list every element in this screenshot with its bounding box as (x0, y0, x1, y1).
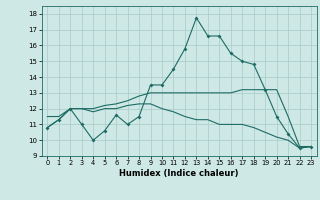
X-axis label: Humidex (Indice chaleur): Humidex (Indice chaleur) (119, 169, 239, 178)
